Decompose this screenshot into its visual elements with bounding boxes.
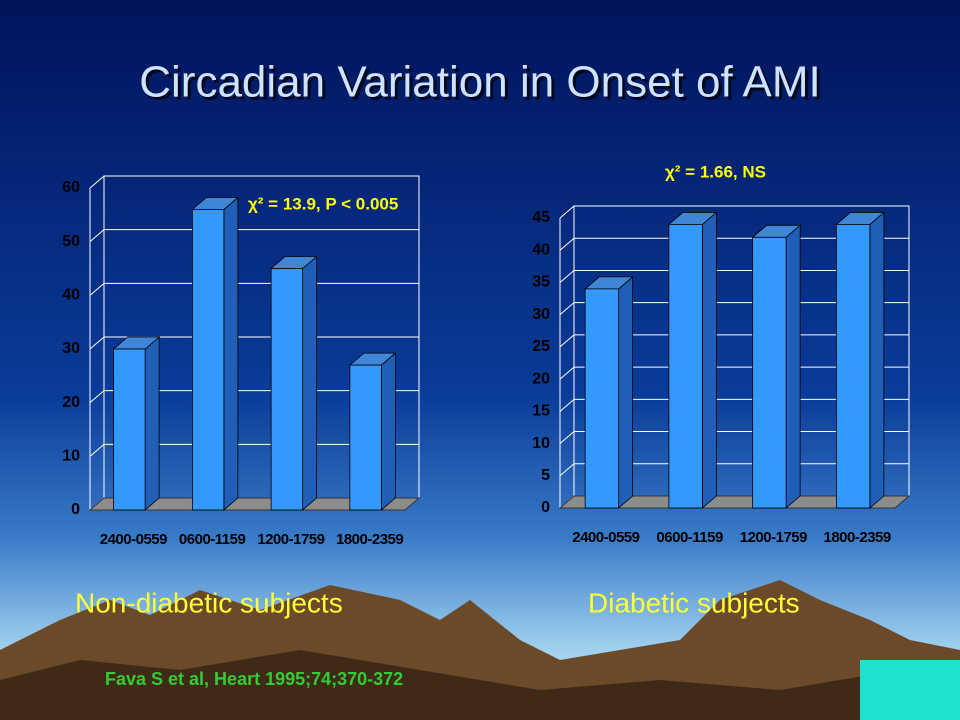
bar-face bbox=[668, 224, 703, 509]
x-tick-label: 1200-1759 bbox=[257, 531, 324, 548]
annotation: χ² = 1.66, NS bbox=[665, 162, 766, 181]
grid-line-side bbox=[559, 302, 575, 316]
x-tick-label: 1800-2359 bbox=[824, 529, 891, 546]
y-tick-label: 20 bbox=[62, 394, 80, 411]
grid-line-side bbox=[559, 237, 575, 251]
bar bbox=[270, 255, 318, 511]
x-tick-label: 0600-1159 bbox=[656, 529, 723, 546]
grid-line-side bbox=[89, 390, 105, 404]
y-tick-label: 60 bbox=[62, 179, 80, 196]
bar bbox=[584, 276, 634, 509]
chart-caption: Diabetic subjects bbox=[588, 587, 800, 618]
grid-line-side bbox=[89, 229, 105, 243]
citation: Fava S et al, Heart 1995;74;370-372 bbox=[105, 669, 403, 689]
foothills bbox=[0, 650, 960, 720]
grid-line-side bbox=[559, 334, 575, 348]
y-tick-label: 35 bbox=[532, 274, 550, 291]
bar-face bbox=[113, 348, 146, 511]
bar bbox=[191, 196, 239, 511]
annotation: χ² = 13.9, P < 0.005 bbox=[248, 194, 398, 213]
grid-line-side bbox=[559, 205, 575, 219]
grid-line-side bbox=[559, 398, 575, 412]
y-tick-label: 30 bbox=[62, 340, 80, 357]
title-shadow: Circadian Variation in Onset of AMI bbox=[142, 61, 824, 110]
y-tick-label: 45 bbox=[532, 209, 550, 226]
bar-face bbox=[752, 236, 787, 509]
water bbox=[860, 660, 960, 720]
y-tick-label: 0 bbox=[541, 499, 550, 516]
grid-line-side bbox=[89, 175, 105, 189]
y-tick-label: 15 bbox=[532, 403, 550, 420]
slide-title: Circadian Variation in Onset of AMI bbox=[139, 58, 821, 107]
x-tick-label: 0600-1159 bbox=[179, 531, 246, 548]
bar-side bbox=[785, 224, 801, 509]
grid-line-side bbox=[89, 336, 105, 350]
bar bbox=[667, 211, 718, 509]
y-tick-label: 50 bbox=[62, 233, 80, 250]
bar-face bbox=[349, 364, 382, 511]
y-tick-label: 30 bbox=[532, 306, 550, 323]
bar-side bbox=[869, 211, 885, 509]
bar-side bbox=[144, 336, 160, 511]
grid-line-side bbox=[89, 443, 105, 457]
grid-line-side bbox=[89, 282, 105, 296]
x-tick-label: 1200-1759 bbox=[740, 529, 807, 546]
bar bbox=[348, 352, 397, 511]
bar-face bbox=[835, 224, 871, 509]
bar-side bbox=[701, 211, 717, 509]
bar bbox=[751, 224, 802, 509]
bar-side bbox=[223, 196, 239, 511]
bar-face bbox=[191, 209, 225, 511]
bar bbox=[835, 211, 885, 509]
x-tick-label: 1800-2359 bbox=[336, 531, 403, 548]
bar-side bbox=[302, 255, 318, 511]
y-tick-label: 10 bbox=[532, 435, 550, 452]
grid-line-side bbox=[559, 270, 575, 283]
y-tick-label: 5 bbox=[541, 467, 550, 484]
grid-line-side bbox=[559, 463, 575, 477]
y-tick-label: 40 bbox=[62, 287, 80, 304]
grid-line-side bbox=[559, 366, 575, 380]
chart-caption: Non-diabetic subjects bbox=[75, 587, 343, 618]
grid-line-side bbox=[559, 431, 575, 444]
y-tick-label: 10 bbox=[62, 448, 80, 465]
y-tick-label: 25 bbox=[532, 338, 550, 355]
bar bbox=[112, 336, 161, 511]
y-tick-label: 0 bbox=[71, 501, 80, 518]
y-tick-label: 20 bbox=[532, 370, 550, 387]
bar-side bbox=[380, 352, 396, 511]
bar-face bbox=[270, 268, 304, 511]
x-tick-label: 2400-0559 bbox=[100, 531, 167, 548]
bar-face bbox=[584, 288, 620, 509]
y-tick-label: 40 bbox=[532, 241, 550, 258]
x-tick-label: 2400-0559 bbox=[572, 529, 639, 546]
bar-side bbox=[618, 276, 634, 509]
